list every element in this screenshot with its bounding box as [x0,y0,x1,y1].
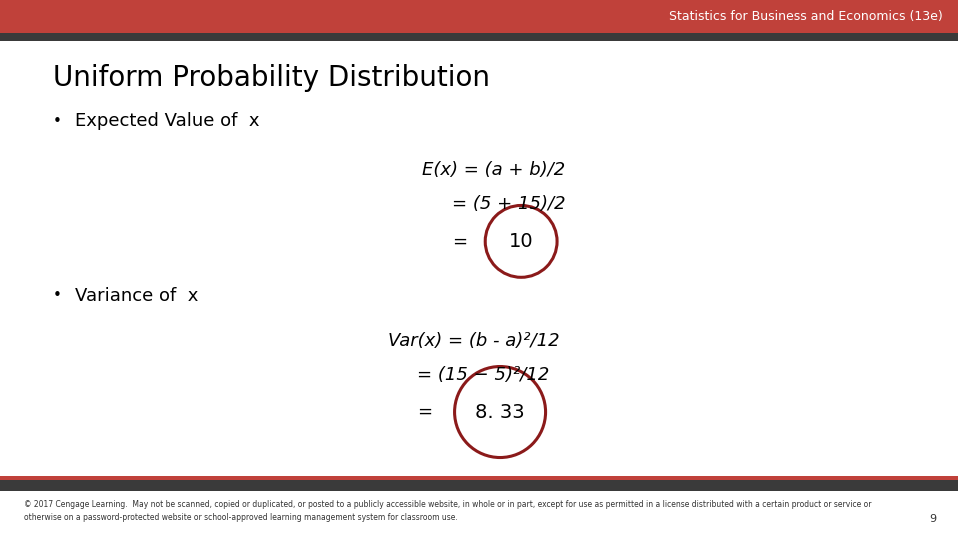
Bar [0,33,958,41]
Text: © 2017 Cengage Learning.  May not be scanned, copied or duplicated, or posted to: © 2017 Cengage Learning. May not be scan… [24,500,872,522]
Bar [0,0,958,33]
Text: Variance of  x: Variance of x [75,287,198,305]
Text: Statistics for Business and Economics (13e): Statistics for Business and Economics (1… [669,10,943,23]
Text: 10: 10 [509,232,534,251]
Text: Expected Value of  x: Expected Value of x [75,112,260,131]
Text: = (5 + 15)/2: = (5 + 15)/2 [452,194,566,213]
Text: E(x) = (a + b)/2: E(x) = (a + b)/2 [422,160,565,179]
Text: •: • [53,288,61,303]
Text: Uniform Probability Distribution: Uniform Probability Distribution [53,64,490,92]
Text: 8. 33: 8. 33 [475,402,525,422]
Text: = (15 − 5)²/12: = (15 − 5)²/12 [417,366,549,384]
Text: =: = [417,403,432,421]
Text: •: • [53,114,61,129]
Text: Var(x) = (b - a)²/12: Var(x) = (b - a)²/12 [388,332,559,350]
Text: 9: 9 [929,515,936,524]
Text: =: = [452,232,468,251]
Bar [0,480,958,491]
Bar [0,476,958,480]
